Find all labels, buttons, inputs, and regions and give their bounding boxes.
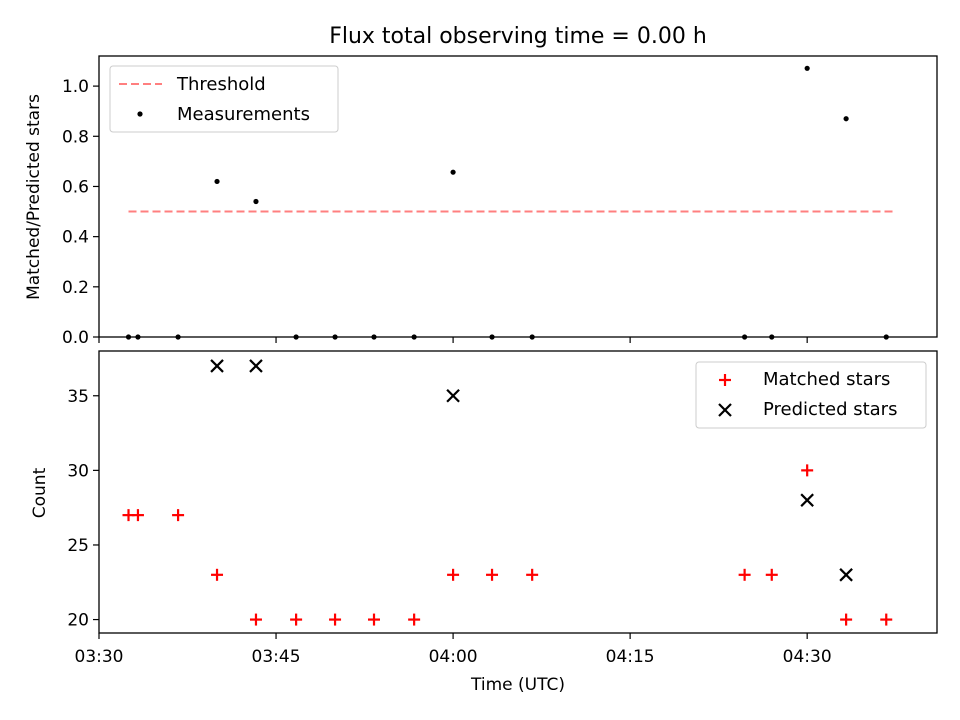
predicted-star-point [800, 493, 814, 507]
bottom-y-tick-label: 20 [67, 611, 89, 631]
top-y-tick-label: 0.2 [62, 278, 89, 298]
top-legend: Threshold Measurements [109, 65, 339, 133]
measurement-point [804, 65, 810, 71]
bottom-x-tick-label: 04:00 [429, 647, 478, 667]
bottom-y-tick-label: 25 [67, 536, 89, 556]
top-chart-title: Flux total observing time = 0.00 h [329, 24, 707, 49]
measurement-point [253, 198, 259, 205]
matched-star-point [801, 464, 814, 477]
bottom-y-axis-label: Count [30, 467, 50, 518]
bottom-x-tick-label: 03:30 [75, 647, 124, 667]
matched-star-point [368, 613, 381, 626]
top-y-tick-label: 0.6 [62, 177, 89, 197]
measurement-point [450, 169, 456, 175]
predicted-star-point [839, 568, 853, 582]
matched-star-point [329, 613, 342, 626]
matched-star-point [738, 568, 751, 581]
bottom-y-tick-label: 30 [67, 461, 89, 481]
bottom-plot-marks: 20 25 30 35 03:30 03:45 04:00 04:15 04:30 [67, 359, 893, 667]
top-y-axis-label: Matched/Predicted stars [24, 94, 44, 300]
legend-measurements-swatch [137, 111, 143, 117]
matched-star-point [526, 568, 539, 581]
legend-threshold-label: Threshold [176, 74, 266, 95]
bottom-x-tick-label: 03:45 [252, 647, 301, 667]
measurement-point [214, 178, 220, 185]
legend-measurements-label: Measurements [177, 104, 310, 125]
bottom-plot-frame [98, 350, 938, 634]
top-y-tick-label: 1.0 [62, 77, 89, 97]
predicted-star-point [446, 388, 460, 403]
legend-predicted-swatch [718, 403, 732, 417]
matched-star-point [290, 613, 303, 626]
matched-star-point [408, 613, 421, 626]
top-y-tick-label: 0.8 [62, 127, 89, 147]
matched-star-point [880, 613, 893, 626]
matched-star-point [211, 568, 224, 581]
matched-star-point [486, 568, 499, 581]
top-plot-marks: 0.0 0.2 0.4 0.6 0.8 1.0 [62, 65, 896, 348]
matched-star-point [249, 613, 262, 626]
matched-star-point [765, 568, 778, 581]
bottom-x-tick-label: 04:30 [783, 647, 832, 667]
matched-star-point [131, 509, 144, 522]
matched-star-point [447, 568, 460, 581]
predicted-star-point [210, 359, 224, 373]
top-plot-frame [98, 55, 938, 338]
measurement-point [843, 116, 849, 122]
x-axis-label: Time (UTC) [470, 675, 565, 695]
bottom-x-tick-label: 04:15 [606, 647, 655, 667]
bottom-y-tick-label: 35 [67, 387, 89, 407]
top-y-tick-label: 0.4 [62, 228, 89, 248]
bottom-legend: Matched stars Predicted stars [695, 361, 927, 429]
matched-star-point [840, 613, 853, 626]
legend-matched-swatch [719, 374, 731, 386]
legend-predicted-label: Predicted stars [763, 399, 897, 420]
predicted-star-point [249, 359, 263, 373]
matched-star-point [172, 509, 185, 522]
legend-matched-label: Matched stars [763, 369, 890, 390]
top-y-tick-label: 0.0 [62, 328, 89, 348]
